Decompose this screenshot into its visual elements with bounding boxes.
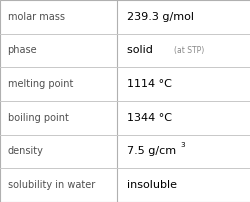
Text: boiling point: boiling point xyxy=(8,113,68,123)
Text: solubility in water: solubility in water xyxy=(8,180,94,190)
Text: phase: phase xyxy=(8,45,37,56)
Text: 7.5 g/cm: 7.5 g/cm xyxy=(126,146,175,157)
Text: solid: solid xyxy=(126,45,159,56)
Text: 1114 °C: 1114 °C xyxy=(126,79,171,89)
Text: (at STP): (at STP) xyxy=(174,46,204,55)
Text: melting point: melting point xyxy=(8,79,72,89)
Text: 3: 3 xyxy=(180,142,184,148)
Text: molar mass: molar mass xyxy=(8,12,64,22)
Text: density: density xyxy=(8,146,43,157)
Text: insoluble: insoluble xyxy=(126,180,176,190)
Text: 1344 °C: 1344 °C xyxy=(126,113,171,123)
Text: 239.3 g/mol: 239.3 g/mol xyxy=(126,12,193,22)
